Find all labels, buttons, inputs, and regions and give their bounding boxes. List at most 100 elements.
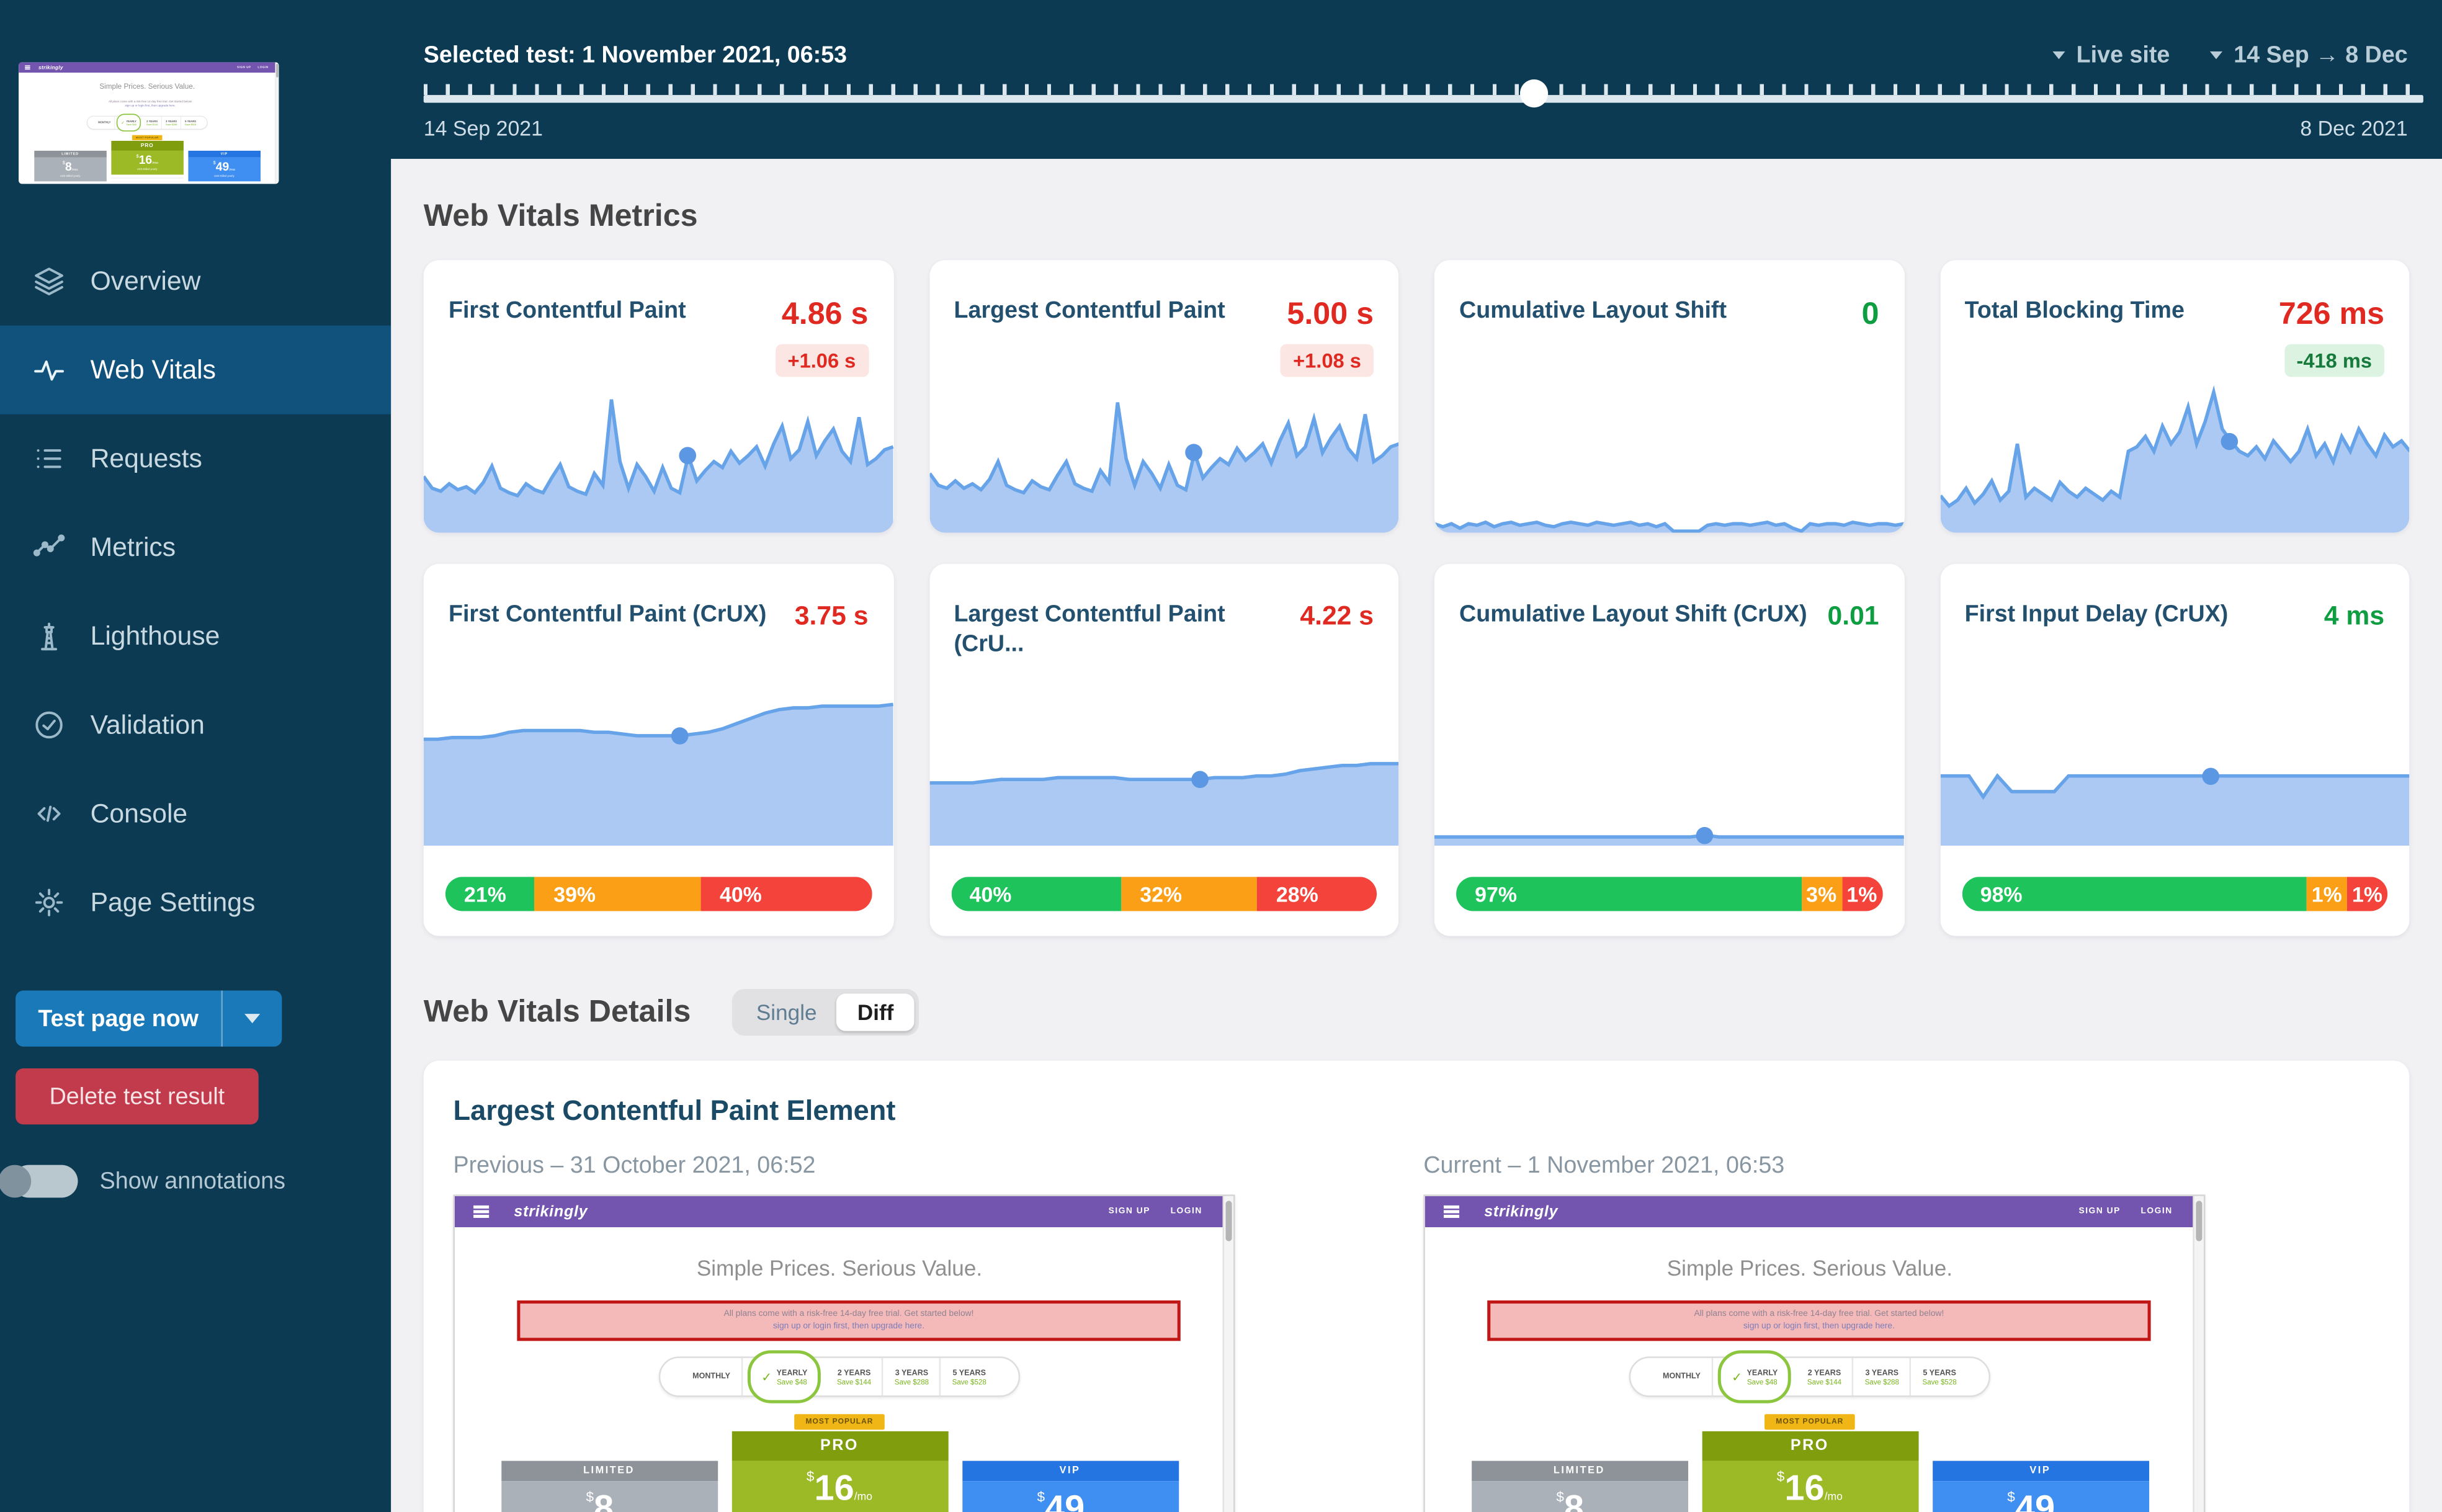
chart-marker (2201, 767, 2219, 785)
pulse-icon (31, 353, 65, 387)
metric-sparkline (1939, 671, 2410, 846)
screenshot-navbar: strikingly SIGN UP LOGIN (19, 62, 276, 73)
billing-period-selector: MONTHLY ✓ YEARLY Save $48 2 YEARS Save $… (86, 114, 208, 132)
hamburger-icon (1443, 1206, 1460, 1218)
date-range-dropdown[interactable]: 14 Sep → 8 Dec (2210, 42, 2408, 68)
screenshot-scrollbar (2193, 1196, 2204, 1512)
timeline-slider-handle[interactable] (1519, 79, 1548, 108)
crux-distribution-bar: 97% 3% 1% (1456, 877, 1882, 911)
plan-limited: LIMITED $8/mo USD Billed yearly (1470, 1461, 1688, 1512)
page-screenshot: strikingly SIGN UP LOGIN Simple Prices. … (1423, 1194, 2206, 1512)
plan-pro: PRO $16/mo USD Billed yearly (731, 1431, 948, 1512)
hamburger-icon (25, 65, 30, 70)
range-end-label: 8 Dec 2021 (2300, 117, 2408, 140)
test-button-dropdown[interactable] (223, 1014, 282, 1024)
lcp-element-highlight: All plans come with a risk-free 14-day f… (108, 100, 192, 108)
current-test-label: Current – 1 November 2021, 06:53 (1423, 1152, 1785, 1179)
feature-table (34, 181, 107, 184)
billing-option-2years: 2 YEARS Save $144 (143, 116, 163, 129)
show-annotations-toggle[interactable] (0, 1165, 78, 1198)
pricing-heading: Simple Prices. Serious Value. (99, 82, 195, 91)
page-thumbnail[interactable]: strikingly SIGN UP LOGIN Simple Prices. … (19, 62, 279, 184)
page-screenshot: strikingly SIGN UP LOGIN Simple Prices. … (19, 62, 279, 184)
chart-marker (1185, 444, 1202, 462)
sidebar-nav: Overview Web Vitals Requests Metrics (0, 237, 391, 947)
previous-screenshot: strikingly SIGN UP LOGIN Simple Prices. … (453, 1194, 1235, 1512)
most-popular-badge: MOST POPULAR (1764, 1414, 1854, 1430)
pricing-heading: Simple Prices. Serious Value. (1666, 1255, 1953, 1281)
metric-sparkline (929, 385, 1399, 533)
check-icon: ✓ (121, 120, 125, 125)
metric-sparkline (1939, 385, 2410, 533)
sidebar-item-label: Console (90, 798, 188, 828)
plan-vip: VIP $49/mo USD Billed yearly (1931, 1461, 2149, 1512)
billing-option-5years: 5 YEARS Save $528 (952, 1368, 986, 1385)
metric-delta-badge: +1.06 s (775, 344, 869, 377)
single-diff-toggle: Single Diff (731, 988, 919, 1036)
billing-option-3years: 3 YEARS Save $288 (883, 1358, 942, 1396)
plan-limited: LIMITED $8/mo USD Billed yearly (501, 1461, 717, 1512)
sidebar-item-page-settings[interactable]: Page Settings (0, 858, 391, 947)
sidebar-item-overview[interactable]: Overview (0, 237, 391, 326)
test-page-now-button[interactable]: Test page now (16, 990, 282, 1047)
sidebar-item-requests[interactable]: Requests (0, 414, 391, 503)
metric-card-cls-crux[interactable]: Cumulative Layout Shift (CrUX) 0.01 97% … (1434, 563, 1904, 936)
signup-link: SIGN UP (2078, 1207, 2121, 1217)
sidebar-item-lighthouse[interactable]: Lighthouse (0, 592, 391, 681)
current-screenshot: strikingly SIGN UP LOGIN Simple Prices. … (1423, 1194, 2206, 1512)
metric-card-lcp-crux[interactable]: Largest Contentful Paint (CrU... 4.22 s … (929, 563, 1399, 936)
metric-sparkline (1434, 671, 1904, 846)
metric-card-cls[interactable]: Cumulative Layout Shift 0 (1434, 260, 1904, 533)
metric-card-fid-crux[interactable]: First Input Delay (CrUX) 4 ms 98% 1% 1% (1939, 563, 2410, 936)
metric-card-fcp-crux[interactable]: First Contentful Paint (CrUX) 3.75 s 21%… (423, 563, 893, 936)
plan-vip: VIP $49/mo USD Billed yearly (188, 150, 261, 184)
signup-link: SIGN UP (237, 66, 251, 69)
billing-option-monthly: MONTHLY (1652, 1358, 1713, 1396)
sidebar-item-label: Validation (90, 709, 205, 740)
chart-marker (1696, 826, 1714, 844)
metric-card-tbt[interactable]: Total Blocking Time 726 ms -418 ms (1939, 260, 2410, 533)
metric-sparkline (1434, 385, 1904, 533)
layers-icon (31, 264, 65, 298)
metric-value: 0.01 (1827, 601, 1879, 631)
metric-value: 5.00 s (1287, 297, 1374, 332)
previous-test-label: Previous – 31 October 2021, 06:52 (453, 1152, 816, 1179)
sidebar: strikingly SIGN UP LOGIN Simple Prices. … (0, 0, 391, 1512)
sidebar-item-label: Lighthouse (90, 620, 220, 651)
login-link: LOGIN (1170, 1207, 1202, 1217)
screenshot-navbar: strikingly SIGN UP LOGIN (1425, 1196, 2194, 1228)
metric-delta-badge: -418 ms (2284, 344, 2385, 377)
sidebar-item-label: Overview (90, 265, 201, 295)
billing-option-yearly: ✓ YEARLY Save $48 (116, 114, 141, 132)
lcp-element-panel: Largest Contentful Paint Element Previou… (423, 1060, 2410, 1512)
metric-card-lcp[interactable]: Largest Contentful Paint 5.00 s +1.08 s (929, 260, 1399, 533)
check-icon: ✓ (761, 1369, 772, 1384)
billing-option-5years: 5 YEARS Save $528 (184, 120, 197, 126)
plan-pro: PRO $16/mo USD Billed yearly (110, 141, 184, 184)
test-timeline-slider[interactable] (423, 79, 2423, 108)
billing-option-monthly: MONTHLY (682, 1358, 743, 1396)
page-screenshot: strikingly SIGN UP LOGIN Simple Prices. … (453, 1194, 1235, 1512)
sidebar-item-console[interactable]: Console (0, 769, 391, 858)
timeline-track[interactable] (423, 95, 2423, 103)
sidebar-item-metrics[interactable]: Metrics (0, 503, 391, 592)
most-popular-badge: MOST POPULAR (132, 135, 163, 141)
live-site-dropdown[interactable]: Live site (2053, 42, 2170, 68)
crux-distribution-bar: 98% 1% 1% (1961, 877, 2388, 911)
crux-distribution-bar: 21% 39% 40% (445, 877, 872, 911)
check-icon: ✓ (1732, 1369, 1742, 1384)
list-icon (31, 442, 65, 476)
sidebar-item-web-vitals[interactable]: Web Vitals (0, 325, 391, 414)
delete-test-result-button[interactable]: Delete test result (16, 1068, 259, 1125)
sidebar-item-label: Requests (90, 443, 202, 473)
details-section-title: Web Vitals Details (423, 994, 691, 1029)
sidebar-item-validation[interactable]: Validation (0, 681, 391, 769)
toggle-option-diff[interactable]: Diff (837, 993, 915, 1031)
toggle-option-single[interactable]: Single (756, 1000, 817, 1025)
plan-vip: VIP $49/mo USD Billed yearly (962, 1461, 1178, 1512)
metric-card-fcp[interactable]: First Contentful Paint 4.86 s +1.06 s (423, 260, 893, 533)
sidebar-item-label: Web Vitals (90, 354, 217, 384)
metric-sparkline (423, 671, 893, 846)
sidebar-item-label: Page Settings (90, 887, 256, 917)
feature-table (110, 174, 184, 184)
